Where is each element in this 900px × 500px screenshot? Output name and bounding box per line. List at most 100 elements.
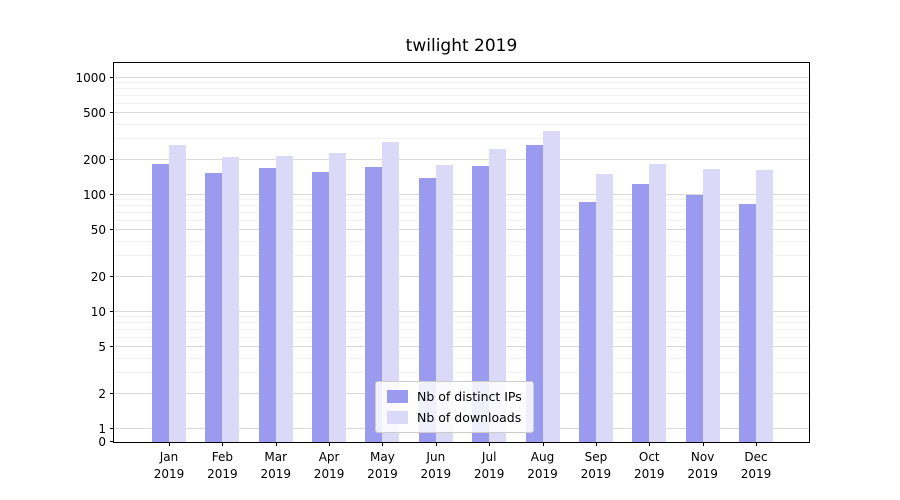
gridline-minor-400 xyxy=(114,123,809,125)
y-tick-label-200: 200 xyxy=(83,152,106,167)
x-tick-mark-sep xyxy=(595,442,597,446)
chart-title: twilight 2019 xyxy=(405,36,518,56)
y-tick-mark-0 xyxy=(110,441,114,442)
bar-distinct-ips-dec-2019 xyxy=(739,203,756,442)
gridline-minor-30 xyxy=(114,255,809,257)
bar-downloads-nov-2019 xyxy=(702,168,720,442)
bar-distinct-ips-oct-2019 xyxy=(632,184,650,442)
bar-downloads-dec-2019 xyxy=(756,169,773,442)
gridline-minor-4 xyxy=(114,357,809,359)
x-tick-mark-nov xyxy=(702,442,704,446)
y-tick-mark-10 xyxy=(110,311,114,312)
gridline-minor-300 xyxy=(114,138,809,140)
y-tick-label-100: 100 xyxy=(83,188,106,202)
gridline-5 xyxy=(114,346,809,348)
gridline-10 xyxy=(114,311,809,312)
x-tick-label-mar-2019: Mar 2019 xyxy=(260,450,291,482)
bar-downloads-oct-2019 xyxy=(649,164,667,442)
bar-distinct-ips-may-2019 xyxy=(365,166,383,442)
y-tick-label-50: 50 xyxy=(90,223,106,238)
y-tick-label-10: 10 xyxy=(90,305,106,319)
gridline-minor-8 xyxy=(114,322,809,324)
bar-distinct-ips-sep-2019 xyxy=(578,201,596,442)
bar-downloads-sep-2019 xyxy=(595,174,613,442)
y-tick-label-5: 5 xyxy=(98,340,106,355)
gridline-minor-70 xyxy=(114,212,809,214)
gridline-minor-90 xyxy=(114,199,809,201)
bar-downloads-mar-2019 xyxy=(275,155,293,442)
x-tick-label-jun-2019: Jun 2019 xyxy=(420,450,452,482)
gridline-500 xyxy=(114,112,809,114)
y-tick-mark-5 xyxy=(110,346,114,348)
y-tick-mark-50 xyxy=(110,229,114,231)
gridline-minor-6 xyxy=(114,336,809,338)
x-tick-mark-may xyxy=(382,442,384,446)
x-tick-mark-apr xyxy=(329,442,331,446)
y-tick-mark-1000 xyxy=(110,77,114,78)
x-tick-label-aug-2019: Aug 2019 xyxy=(527,450,558,482)
y-tick-label-2: 2 xyxy=(98,386,106,401)
x-tick-mark-feb xyxy=(222,442,224,446)
gridline-minor-900 xyxy=(114,82,809,84)
bar-downloads-jul-2019 xyxy=(489,148,507,442)
gridline-50 xyxy=(114,229,809,231)
legend-entry-downloads: Nb of downloads xyxy=(387,410,522,425)
y-tick-label-1000: 1000 xyxy=(75,71,106,85)
gridline-minor-700 xyxy=(114,95,809,97)
x-tick-label-dec-2019: Dec 2019 xyxy=(740,450,772,482)
legend: Nb of distinct IPs Nb of downloads xyxy=(375,381,534,433)
x-tick-mark-aug xyxy=(542,442,544,446)
x-tick-mark-jul xyxy=(489,442,491,446)
gridline-minor-3 xyxy=(114,372,809,374)
gridline-100 xyxy=(114,194,809,195)
bar-downloads-apr-2019 xyxy=(329,153,347,442)
y-tick-label-0: 0 xyxy=(98,435,106,449)
legend-swatch-distinct-ips xyxy=(387,390,408,403)
y-tick-mark-500 xyxy=(110,112,114,114)
bar-distinct-ips-nov-2019 xyxy=(685,195,703,442)
bar-distinct-ips-mar-2019 xyxy=(258,168,276,442)
gridline-minor-9 xyxy=(114,316,809,318)
gridline-minor-800 xyxy=(114,88,809,90)
bar-distinct-ips-jul-2019 xyxy=(472,165,490,442)
y-tick-mark-200 xyxy=(110,158,114,160)
legend-entry-distinct-ips: Nb of distinct IPs xyxy=(387,389,522,404)
gridline-minor-60 xyxy=(114,219,809,221)
gridline-1000 xyxy=(114,77,809,78)
bar-downloads-jun-2019 xyxy=(435,165,453,442)
legend-label-distinct-ips: Nb of distinct IPs xyxy=(417,389,522,404)
y-tick-mark-2 xyxy=(110,392,114,394)
x-tick-label-feb-2019: Feb 2019 xyxy=(207,450,238,482)
x-tick-mark-jun xyxy=(435,442,437,446)
bar-distinct-ips-jan-2019 xyxy=(152,163,169,442)
bar-downloads-may-2019 xyxy=(382,142,400,442)
x-tick-label-apr-2019: Apr 2019 xyxy=(313,450,345,482)
x-tick-label-oct-2019: Oct 2019 xyxy=(633,450,665,482)
x-tick-label-sep-2019: Sep 2019 xyxy=(580,450,612,482)
y-tick-label-20: 20 xyxy=(90,269,106,284)
gridline-minor-7 xyxy=(114,329,809,331)
x-tick-mark-mar xyxy=(275,442,277,446)
x-tick-mark-oct xyxy=(649,442,651,446)
bar-downloads-jan-2019 xyxy=(169,145,186,442)
x-tick-label-jan-2019: Jan 2019 xyxy=(153,450,185,482)
bar-distinct-ips-apr-2019 xyxy=(312,171,330,442)
bar-downloads-feb-2019 xyxy=(222,157,240,442)
x-tick-mark-jan xyxy=(169,442,170,446)
bar-distinct-ips-feb-2019 xyxy=(205,172,223,442)
x-tick-label-may-2019: May 2019 xyxy=(367,450,398,482)
y-tick-label-500: 500 xyxy=(83,106,106,121)
x-tick-mark-dec xyxy=(756,442,757,446)
x-tick-label-jul-2019: Jul 2019 xyxy=(473,450,505,482)
gridline-200 xyxy=(114,158,809,160)
bar-distinct-ips-aug-2019 xyxy=(525,144,543,442)
bar-distinct-ips-jun-2019 xyxy=(418,177,436,442)
gridline-minor-80 xyxy=(114,205,809,207)
y-tick-mark-20 xyxy=(110,275,114,277)
x-tick-label-nov-2019: Nov 2019 xyxy=(687,450,718,482)
bar-downloads-aug-2019 xyxy=(542,131,560,442)
y-tick-label-1: 1 xyxy=(98,422,106,436)
gridline-20 xyxy=(114,275,809,277)
